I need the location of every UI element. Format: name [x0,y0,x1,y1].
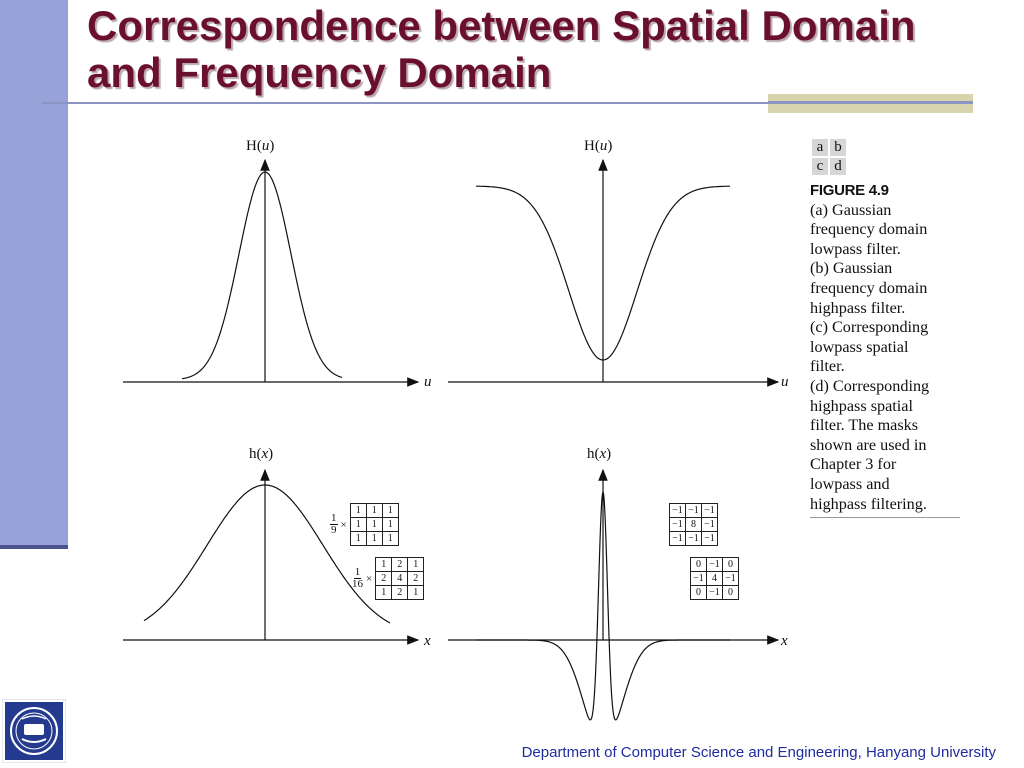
figure-caption: FIGURE 4.9 (a) Gaussian frequency domain l… [810,181,960,519]
caption-line: lowpass filter. [810,239,901,258]
mask-cell: −1 [669,517,686,532]
highpass-mask-8: −1 −1 −1 −1 8 −1 −1 −1 −1 [669,503,718,546]
mask-cell: 2 [391,557,409,572]
panel-b-y-label: H(u) [584,138,612,154]
key-b: b [828,137,848,158]
mask-cell: 1 [365,517,383,532]
panel-c-y-label: h(x) [249,446,273,462]
caption-line: (a) Gaussian [810,200,892,219]
caption-line: highpass filter. [810,298,906,317]
mask-cell: 0 [690,585,707,600]
mask-cell: 1 [365,503,383,518]
mask-cell: 0 [722,585,739,600]
figure-label: FIGURE 4.9 [810,182,889,199]
mask-cell: −1 [685,531,702,546]
caption-line: (b) Gaussian [810,259,893,278]
highpass-mask-8-table: −1 −1 −1 −1 8 −1 −1 −1 −1 [669,503,718,546]
panel-c-x-label: x [423,633,431,649]
key-d: d [828,156,848,177]
side-decoration-edge [0,545,68,549]
panel-a-curve [181,171,343,380]
gaussian-mask-factor: 1 16 × [352,566,373,590]
figure-panel-key: a b c d [810,137,848,177]
highpass-mask-4-table: 0 −1 0 −1 4 −1 0 −1 0 [690,557,739,600]
caption-line: Chapter 3 for [810,455,897,474]
caption-line: filter. The masks [810,416,919,435]
panel-b-curve [476,185,730,361]
mask-cell: 4 [706,571,723,586]
panel-d-curve [476,490,730,721]
mask-cell: 1 [375,585,393,600]
panel-c-curve [143,484,391,624]
mask-cell: 1 [349,531,367,546]
mask-cell: −1 [722,571,739,586]
panel-c: h(x) x [123,446,431,649]
title-line-2: and Frequency Domain [87,49,552,96]
mask-cell: 1 [407,557,425,572]
caption-line: lowpass spatial [810,337,909,356]
panel-a: H(u) u [123,138,432,390]
panel-b-x-label: u [781,374,789,390]
mask-cell: −1 [669,503,686,518]
side-decoration-bar [0,0,68,546]
panel-a-x-label: u [424,374,432,390]
panel-b: H(u) u [448,138,789,390]
mask-cell: 1 [365,531,383,546]
caption-lines: (a) Gaussian frequency domain lowpass filt… [810,201,960,515]
mask-cell: −1 [701,531,718,546]
caption-line: lowpass and [810,474,890,493]
mask-cell: 1 [407,585,425,600]
mask-cell: 1 [381,503,399,518]
mask-cell: −1 [706,557,723,572]
caption-line: highpass filtering. [810,494,927,513]
panel-d-y-label: h(x) [587,446,611,462]
mask-cell: 0 [690,557,707,572]
panel-d-x-label: x [780,633,788,649]
mask-cell: 8 [685,517,702,532]
mask-cell: 1 [349,503,367,518]
mask-cell: −1 [701,503,718,518]
mask-cell: 1 [381,517,399,532]
title-divider [42,102,972,104]
mask-cell: 0 [722,557,739,572]
mask-cell: 2 [375,571,393,586]
highpass-mask-4: 0 −1 0 −1 4 −1 0 −1 0 [690,557,739,600]
mask-cell: 1 [381,531,399,546]
mask-cell: −1 [685,503,702,518]
panel-a-y-label: H(u) [246,138,274,154]
title-divider-accent-line [768,101,973,104]
mask-cell: 1 [349,517,367,532]
caption-line: filter. [810,357,845,376]
caption-line: (d) Corresponding [810,376,930,395]
university-logo [2,699,66,763]
mask-cell: 1 [375,557,393,572]
title-line-1: Correspondence between Spatial Domain [87,2,916,49]
mask-cell: −1 [669,531,686,546]
footer-department: Department of Computer Science and Engin… [521,744,996,761]
slide-title: Correspondence between Spatial Domain an… [87,2,1007,96]
mask-cell: −1 [690,571,707,586]
mask-cell: 4 [391,571,409,586]
key-c: c [810,156,830,177]
caption-line: frequency domain [810,278,928,297]
caption-line: frequency domain [810,220,928,239]
caption-line: highpass spatial [810,396,913,415]
mask-cell: −1 [706,585,723,600]
mask-cell: 2 [407,571,425,586]
caption-line: shown are used in [810,435,927,454]
panel-d: h(x) x [448,446,788,721]
caption-line: (c) Corresponding [810,318,929,337]
key-a: a [810,137,830,158]
mask-cell: −1 [701,517,718,532]
mask-cell: 2 [391,585,409,600]
